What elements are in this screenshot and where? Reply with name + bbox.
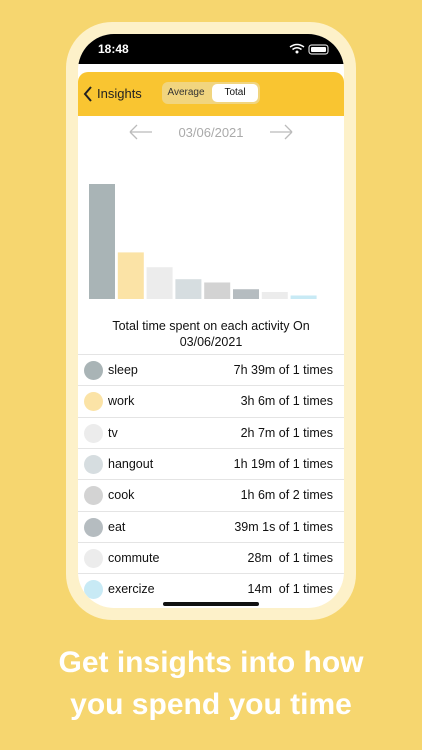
activity-row[interactable]: hangout 1h 19m of 1 times: [78, 447, 344, 480]
prev-arrow[interactable]: [129, 124, 152, 140]
activity-time: 39m 1s of 1 times: [234, 519, 333, 534]
status-time: 18:48: [98, 42, 129, 56]
activity-name: work: [108, 394, 135, 409]
bar: [146, 267, 173, 299]
activity-row[interactable]: sleep 7h 39m of 1 times: [78, 354, 344, 386]
bar-chart: [89, 184, 317, 299]
back-icon[interactable]: [82, 85, 94, 103]
activity-color: [84, 423, 103, 443]
status-bar: 18:48: [78, 34, 344, 64]
activity-row[interactable]: exercize 14m of 1 times: [78, 573, 344, 605]
activity-row[interactable]: eat 39m 1s of 1 times: [78, 510, 344, 543]
bar: [233, 289, 259, 299]
date-nav: [129, 124, 293, 140]
activity-row[interactable]: cook 1h 6m of 2 times: [78, 479, 344, 511]
caption: you spend you time: [70, 688, 352, 721]
bar: [290, 295, 317, 299]
activity-name: cook: [108, 488, 135, 503]
bar: [261, 291, 288, 299]
activity-name: exercize: [108, 582, 155, 597]
activity-row[interactable]: commute 28m of 1 times: [78, 541, 344, 574]
status-icons: [289, 43, 329, 55]
home-indicator: [163, 602, 259, 606]
caption: Get insights into how: [58, 646, 364, 679]
activity-color: [84, 580, 103, 600]
activity-time: 28m of 1 times: [247, 550, 333, 565]
activity-row[interactable]: tv 2h 7m of 1 times: [78, 416, 344, 449]
bar: [89, 184, 115, 299]
activity-name: sleep: [108, 363, 138, 377]
bar: [204, 282, 231, 299]
activity-time: 2h 7m of 1 times: [240, 425, 333, 440]
segment[interactable]: Average: [167, 87, 205, 98]
activity-name: eat: [108, 519, 126, 534]
activity-row[interactable]: work 3h 6m of 1 times: [78, 385, 344, 417]
activity-name: hangout: [108, 456, 154, 471]
activity-color: [84, 361, 103, 380]
segment-selected[interactable]: Total: [212, 84, 258, 102]
activity-color: [84, 548, 103, 568]
activity-color: [84, 392, 103, 412]
back-button[interactable]: Insights: [97, 86, 142, 101]
activity-name: commute: [108, 550, 160, 565]
activity-color: [84, 517, 103, 537]
next-arrow[interactable]: [270, 124, 293, 140]
segmented-control: Average Total: [162, 82, 260, 104]
bar: [117, 252, 144, 299]
activity-time: 7h 39m of 1 times: [233, 363, 333, 377]
activity-name: tv: [108, 425, 118, 440]
phone-screen: 18:48 Insights Average Total 03/06/2021 …: [78, 34, 344, 608]
activity-time: 3h 6m of 1 times: [240, 394, 333, 409]
activity-color: [84, 454, 103, 474]
nav-bar: Insights Average Total: [78, 72, 344, 116]
activity-time: 1h 6m of 2 times: [240, 488, 333, 503]
chart-title: Total time spent on each activity On 03/…: [112, 319, 310, 349]
bar: [175, 279, 202, 299]
activity-color: [84, 486, 103, 506]
activity-time: 1h 19m of 1 times: [233, 456, 333, 471]
activity-time: 14m of 1 times: [247, 582, 333, 597]
date-label: 03/06/2021: [178, 125, 244, 140]
